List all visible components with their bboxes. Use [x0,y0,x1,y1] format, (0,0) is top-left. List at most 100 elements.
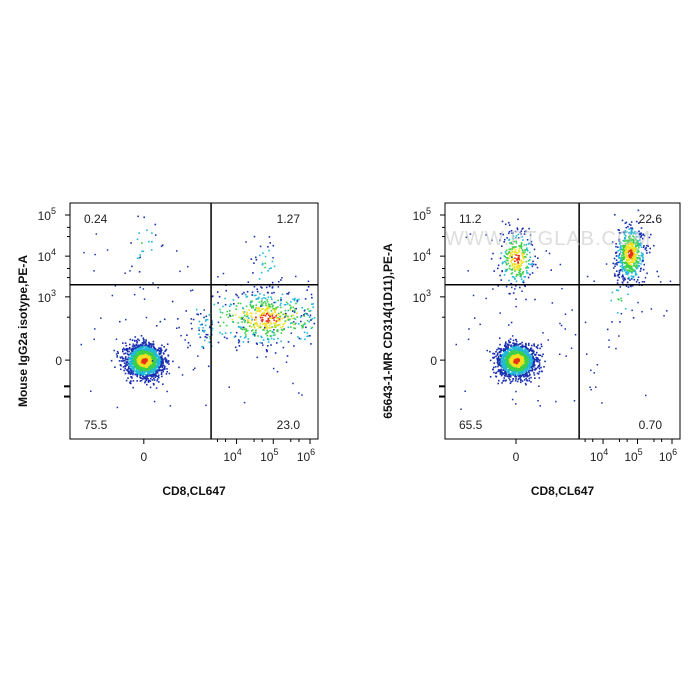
event-dot [516,359,518,361]
event-dot [496,358,499,361]
event-dot [209,335,211,338]
event-dot [164,349,167,352]
event-dot [160,373,163,375]
event-dot [514,278,516,280]
event-dot [513,364,515,366]
event-dot [204,324,207,327]
event-dot [264,255,267,258]
event-dot [258,307,261,309]
event-dot [249,325,251,327]
event-dot [517,269,520,271]
event-dot [154,358,156,360]
event-dot [241,318,243,320]
event-dot [268,327,270,329]
event-dot [250,300,252,303]
event-dot [198,333,200,335]
event-dot [149,386,152,389]
event-dot [528,364,531,366]
event-dot [495,355,497,358]
event-dot [497,365,499,368]
event-dot [190,322,192,325]
event-dot [519,286,521,289]
event-dot [270,337,273,340]
event-dot [311,326,314,329]
event-dot [131,363,133,365]
event-dot [198,329,200,332]
event-dot [263,294,265,296]
event-dot [132,365,134,368]
event-dot [520,273,522,276]
event-dot [260,325,262,328]
event-dot [262,308,264,310]
event-dot [275,315,277,317]
event-dot [524,357,527,359]
event-dot [527,263,530,265]
event-dot [250,258,253,260]
event-dot [265,304,267,307]
event-dot [151,357,153,359]
event-dot [515,347,517,350]
event-dot [640,263,642,265]
event-dot [515,369,518,371]
event-dot [516,366,519,369]
event-dot [529,360,531,362]
event-dot [206,336,208,339]
event-dot [243,311,246,313]
event-dot [151,353,154,356]
event-dot [211,323,213,326]
event-dot [145,366,148,369]
event-dot [273,265,276,268]
event-dot [505,351,507,354]
event-dot [271,326,273,328]
event-dot [147,348,150,351]
event-dot [148,348,151,351]
event-dot [152,370,154,373]
event-dot [525,342,527,345]
event-dot [162,383,164,385]
event-dot [515,344,518,346]
event-dot [521,380,524,382]
event-dot [299,316,302,318]
event-dot [282,346,285,349]
event-dot [238,316,240,319]
event-dot [524,374,527,377]
event-dot [521,361,523,363]
event-dot [135,361,138,363]
event-dot [509,365,511,367]
event-dot [619,265,622,268]
event-dot [517,356,519,358]
event-dot [500,360,503,363]
event-dot [296,316,298,318]
event-dot [157,358,160,360]
event-dot [94,328,96,330]
event-dot [160,360,163,363]
event-dot [135,373,137,376]
event-dot [124,365,127,368]
event-dot [156,378,159,380]
event-dot [130,242,132,244]
event-dot [521,254,524,257]
event-dot [146,365,148,367]
event-dot [526,247,528,249]
event-dot [509,376,512,378]
event-dot [303,310,306,312]
event-dot [518,256,520,259]
event-dot [633,255,636,258]
event-dot [243,401,246,404]
event-dot [501,382,503,384]
event-dot [497,382,499,385]
event-dot [225,313,228,316]
event-dot [514,345,517,348]
event-dot [514,270,516,272]
event-dot [310,293,313,296]
event-dot [138,344,140,346]
event-dot [158,369,160,372]
event-dot [279,306,282,309]
event-dot [137,358,139,361]
event-dot [630,246,632,248]
event-dot [303,315,305,317]
event-dot [508,339,510,342]
event-dot [285,361,288,363]
event-dot [507,351,509,353]
event-dot [293,317,295,320]
